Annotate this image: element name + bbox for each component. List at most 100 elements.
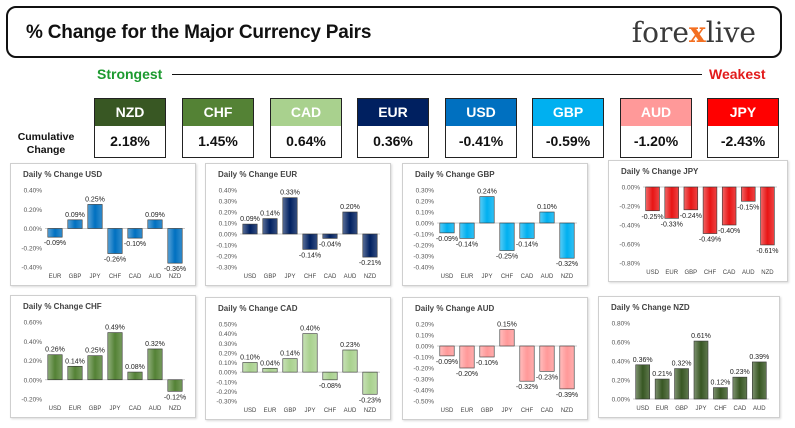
bar <box>127 228 143 239</box>
data-label: 0.33% <box>280 190 300 197</box>
data-label: -0.32% <box>556 261 578 268</box>
chart-panel: Daily % Change GBP 0.30% 0.20% 0.10% 0.00% -0… <box>402 163 588 286</box>
y-tick-label: 0.20% <box>416 322 435 329</box>
bar <box>147 219 163 229</box>
data-label: 0.25% <box>85 348 105 355</box>
data-label: -0.39% <box>556 392 578 399</box>
bar <box>654 378 670 400</box>
category-label: NZD <box>364 274 377 280</box>
y-tick-label: 0.80% <box>612 321 631 328</box>
category-label: CHF <box>324 408 337 414</box>
category-label: USD <box>441 408 454 414</box>
category-label: CHF <box>304 274 317 280</box>
chart-panel: Daily % Change AUD 0.20% 0.10% 0.00% -0.10% -… <box>402 297 588 420</box>
data-label: -0.20% <box>456 371 478 378</box>
y-tick-label: -0.40% <box>413 265 434 272</box>
bar <box>713 387 728 400</box>
y-tick-label: -0.80% <box>619 261 640 268</box>
cumulative-change-value: -1.20% <box>633 133 679 149</box>
data-label: -0.12% <box>164 394 186 401</box>
category-label: USD <box>646 270 659 276</box>
y-tick-label: -0.10% <box>413 355 434 362</box>
category-label: JPY <box>89 274 100 280</box>
bar <box>167 228 183 264</box>
category-label: EUR <box>665 270 678 276</box>
bar <box>107 332 123 381</box>
bar-chart: Daily % Change GBP 0.30% 0.20% 0.10% 0.00% -0… <box>413 170 578 280</box>
category-label: JPY <box>284 274 295 280</box>
category-label: USD <box>636 406 649 412</box>
category-label: NZD <box>561 274 574 280</box>
bar <box>242 362 258 373</box>
y-tick-label: -0.30% <box>413 377 434 384</box>
data-label: 0.14% <box>280 351 300 358</box>
data-label: 0.08% <box>125 364 145 371</box>
y-tick-label: 0.50% <box>219 322 238 329</box>
bar <box>87 204 103 229</box>
bar <box>87 355 103 381</box>
chart-panel: Daily % Change USD 0.40% 0.20% 0.00% -0.20% -… <box>10 163 196 286</box>
data-label: -0.21% <box>359 260 381 267</box>
category-label: USD <box>49 406 62 412</box>
category-label: CHF <box>501 274 514 280</box>
bar-chart: Daily % Change AUD0.20%0.10%0.00%-0.10%-… <box>413 304 578 414</box>
category-label: GBP <box>284 408 297 414</box>
data-label: 0.32% <box>672 361 692 368</box>
y-tick-label: -0.40% <box>413 388 434 395</box>
category-label: EUR <box>461 274 474 280</box>
logo-text-right: live <box>705 16 756 49</box>
logo-text-left: fore <box>631 16 689 49</box>
y-tick-label: 0.00% <box>219 232 238 239</box>
bar <box>167 379 183 392</box>
bar-chart: Daily % Change JPY 0.00% -0.20% -0.40% -0.60… <box>619 167 778 276</box>
category-label: CAD <box>521 274 534 280</box>
bar <box>693 340 709 400</box>
data-label: 0.24% <box>477 189 497 196</box>
data-label: 0.25% <box>85 196 105 203</box>
data-label: 0.09% <box>145 212 165 219</box>
data-label: -0.10% <box>124 241 146 248</box>
y-tick-label: 0.10% <box>219 360 238 367</box>
y-tick-label: 0.00% <box>416 344 435 351</box>
bar <box>107 228 123 254</box>
category-label: AUD <box>149 274 162 280</box>
chart-title: Daily % Change AUD <box>415 304 494 313</box>
y-tick-label: 0.20% <box>24 207 43 214</box>
bar <box>302 233 318 250</box>
bar <box>751 361 767 400</box>
bar <box>362 233 378 258</box>
data-label: -0.25% <box>641 214 663 221</box>
bar <box>362 371 378 395</box>
data-label: 0.21% <box>652 371 672 378</box>
y-tick-label: 0.30% <box>219 341 238 348</box>
currency-code: EUR <box>358 99 428 126</box>
y-tick-label: 0.30% <box>219 199 238 206</box>
bar <box>67 219 83 229</box>
y-tick-label: 0.60% <box>24 320 43 327</box>
bar <box>262 367 278 373</box>
data-label: 0.14% <box>260 211 280 218</box>
category-label: EUR <box>264 408 277 414</box>
category-label: USD <box>244 274 257 280</box>
y-tick-label: -0.10% <box>413 232 434 239</box>
data-label: 0.26% <box>45 347 65 354</box>
currency-box-cad: CAD 0.64% <box>270 98 342 158</box>
chart-title: Daily % Change GBP <box>415 170 495 179</box>
bar-chart: Daily % Change NZD 0.80% 0.60% 0.40% 0.20% 0.… <box>611 303 769 412</box>
chart-panel: Daily % Change NZD 0.80% 0.60% 0.40% 0.20% 0.… <box>598 296 780 418</box>
currency-code: AUD <box>621 99 691 126</box>
cumulative-change-value: -0.59% <box>545 133 591 149</box>
category-label: CAD <box>129 406 142 412</box>
bar <box>479 345 495 358</box>
data-label: -0.26% <box>104 257 126 264</box>
category-label: CHF <box>109 274 122 280</box>
category-label: NZD <box>169 406 182 412</box>
cumulative-change-value: -2.43% <box>720 133 766 149</box>
category-label: NZD <box>561 408 574 414</box>
data-label: 0.40% <box>300 326 320 333</box>
bar <box>282 358 298 373</box>
y-tick-label: -0.40% <box>619 223 640 230</box>
chart-panel: Daily % Change CAD 0.50% 0.40% 0.30% 0.20% 0.… <box>205 297 391 420</box>
category-label: EUR <box>656 406 669 412</box>
y-tick-label: 0.00% <box>416 221 435 228</box>
